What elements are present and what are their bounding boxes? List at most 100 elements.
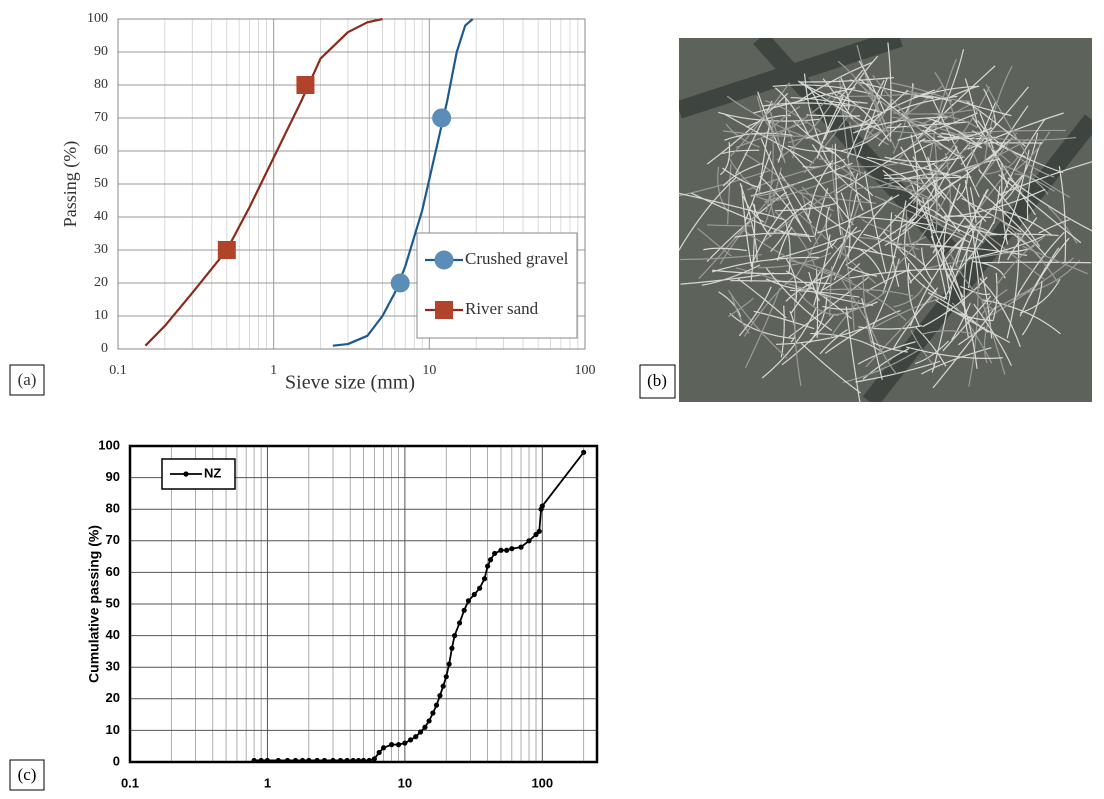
marker — [296, 76, 314, 94]
marker — [389, 742, 394, 747]
marker — [330, 758, 335, 763]
y-tick-label: 90 — [94, 44, 108, 59]
marker — [367, 758, 372, 763]
marker — [426, 718, 431, 723]
marker — [293, 758, 298, 763]
x-tick-label: 1 — [270, 363, 277, 378]
marker — [441, 684, 446, 689]
marker — [540, 503, 545, 508]
marker — [413, 734, 418, 739]
panel-label: (b) — [647, 371, 667, 390]
x-tick-label: 100 — [575, 363, 596, 378]
marker — [498, 548, 503, 553]
y-tick-label: 0 — [113, 753, 120, 768]
marker — [259, 758, 264, 763]
marker — [338, 758, 343, 763]
marker — [437, 693, 442, 698]
marker — [422, 725, 427, 730]
y-tick-label: 10 — [94, 308, 108, 323]
legend-label: Crushed gravel — [465, 249, 569, 268]
legend-label: NZ — [204, 465, 221, 480]
panel-label: (c) — [18, 765, 37, 784]
marker — [396, 742, 401, 747]
marker — [432, 109, 451, 128]
marker — [315, 758, 320, 763]
marker — [526, 538, 531, 543]
y-tick-label: 70 — [94, 110, 108, 125]
x-tick-label: 10 — [398, 775, 412, 790]
marker — [252, 758, 257, 763]
y-tick-label: 90 — [106, 469, 120, 484]
marker — [485, 563, 490, 568]
y-tick-label: 50 — [94, 176, 108, 191]
marker — [462, 608, 467, 613]
marker — [350, 758, 355, 763]
marker — [537, 529, 542, 534]
marker — [482, 576, 487, 581]
y-axis-label: Passing (%) — [60, 141, 81, 228]
marker — [265, 758, 270, 763]
y-tick-label: 20 — [106, 690, 120, 705]
y-tick-label: 20 — [94, 275, 108, 290]
x-tick-label: 0.1 — [109, 363, 127, 378]
marker — [381, 745, 386, 750]
marker — [391, 274, 410, 293]
marker — [457, 620, 462, 625]
marker — [509, 546, 514, 551]
x-axis-label: Sieve size (mm) — [285, 372, 415, 394]
y-tick-label: 0 — [101, 341, 108, 356]
legend-marker — [183, 471, 188, 476]
marker — [306, 758, 311, 763]
marker — [447, 661, 452, 666]
y-tick-label: 80 — [106, 501, 120, 516]
y-tick-label: 70 — [106, 532, 120, 547]
marker — [504, 548, 509, 553]
marker — [408, 737, 413, 742]
photo-panel: (b) — [640, 38, 1099, 413]
marker — [518, 545, 523, 550]
legend-label: River sand — [465, 299, 539, 318]
marker — [285, 758, 290, 763]
marker — [402, 740, 407, 745]
y-tick-label: 80 — [94, 77, 108, 92]
marker — [345, 758, 350, 763]
x-tick-label: 1 — [264, 775, 271, 790]
legend-marker — [435, 301, 453, 319]
y-tick-label: 100 — [98, 437, 120, 452]
y-tick-label: 50 — [106, 595, 120, 610]
y-axis-label: Cumulative passing (%) — [86, 525, 102, 683]
marker — [276, 758, 281, 763]
x-tick-label: 100 — [531, 775, 553, 790]
y-tick-label: 60 — [106, 564, 120, 579]
marker — [434, 703, 439, 708]
marker — [466, 598, 471, 603]
y-tick-label: 10 — [106, 722, 120, 737]
marker — [581, 450, 586, 455]
y-tick-label: 30 — [106, 659, 120, 674]
marker — [452, 633, 457, 638]
marker — [444, 674, 449, 679]
fiber — [982, 262, 1091, 263]
x-tick-label: 0.1 — [121, 775, 139, 790]
marker — [472, 592, 477, 597]
marker — [377, 750, 382, 755]
marker — [477, 586, 482, 591]
series-line — [145, 19, 382, 346]
panel-label: (a) — [18, 370, 37, 389]
marker — [356, 758, 361, 763]
marker — [449, 646, 454, 651]
legend-marker — [435, 251, 454, 270]
marker — [430, 710, 435, 715]
marker — [488, 557, 493, 562]
marker — [300, 758, 305, 763]
y-tick-label: 40 — [94, 209, 108, 224]
x-tick-label: 10 — [422, 363, 436, 378]
y-tick-label: 100 — [87, 11, 108, 26]
marker — [418, 729, 423, 734]
marker — [492, 551, 497, 556]
series-line — [254, 452, 584, 760]
y-tick-label: 30 — [94, 242, 108, 257]
